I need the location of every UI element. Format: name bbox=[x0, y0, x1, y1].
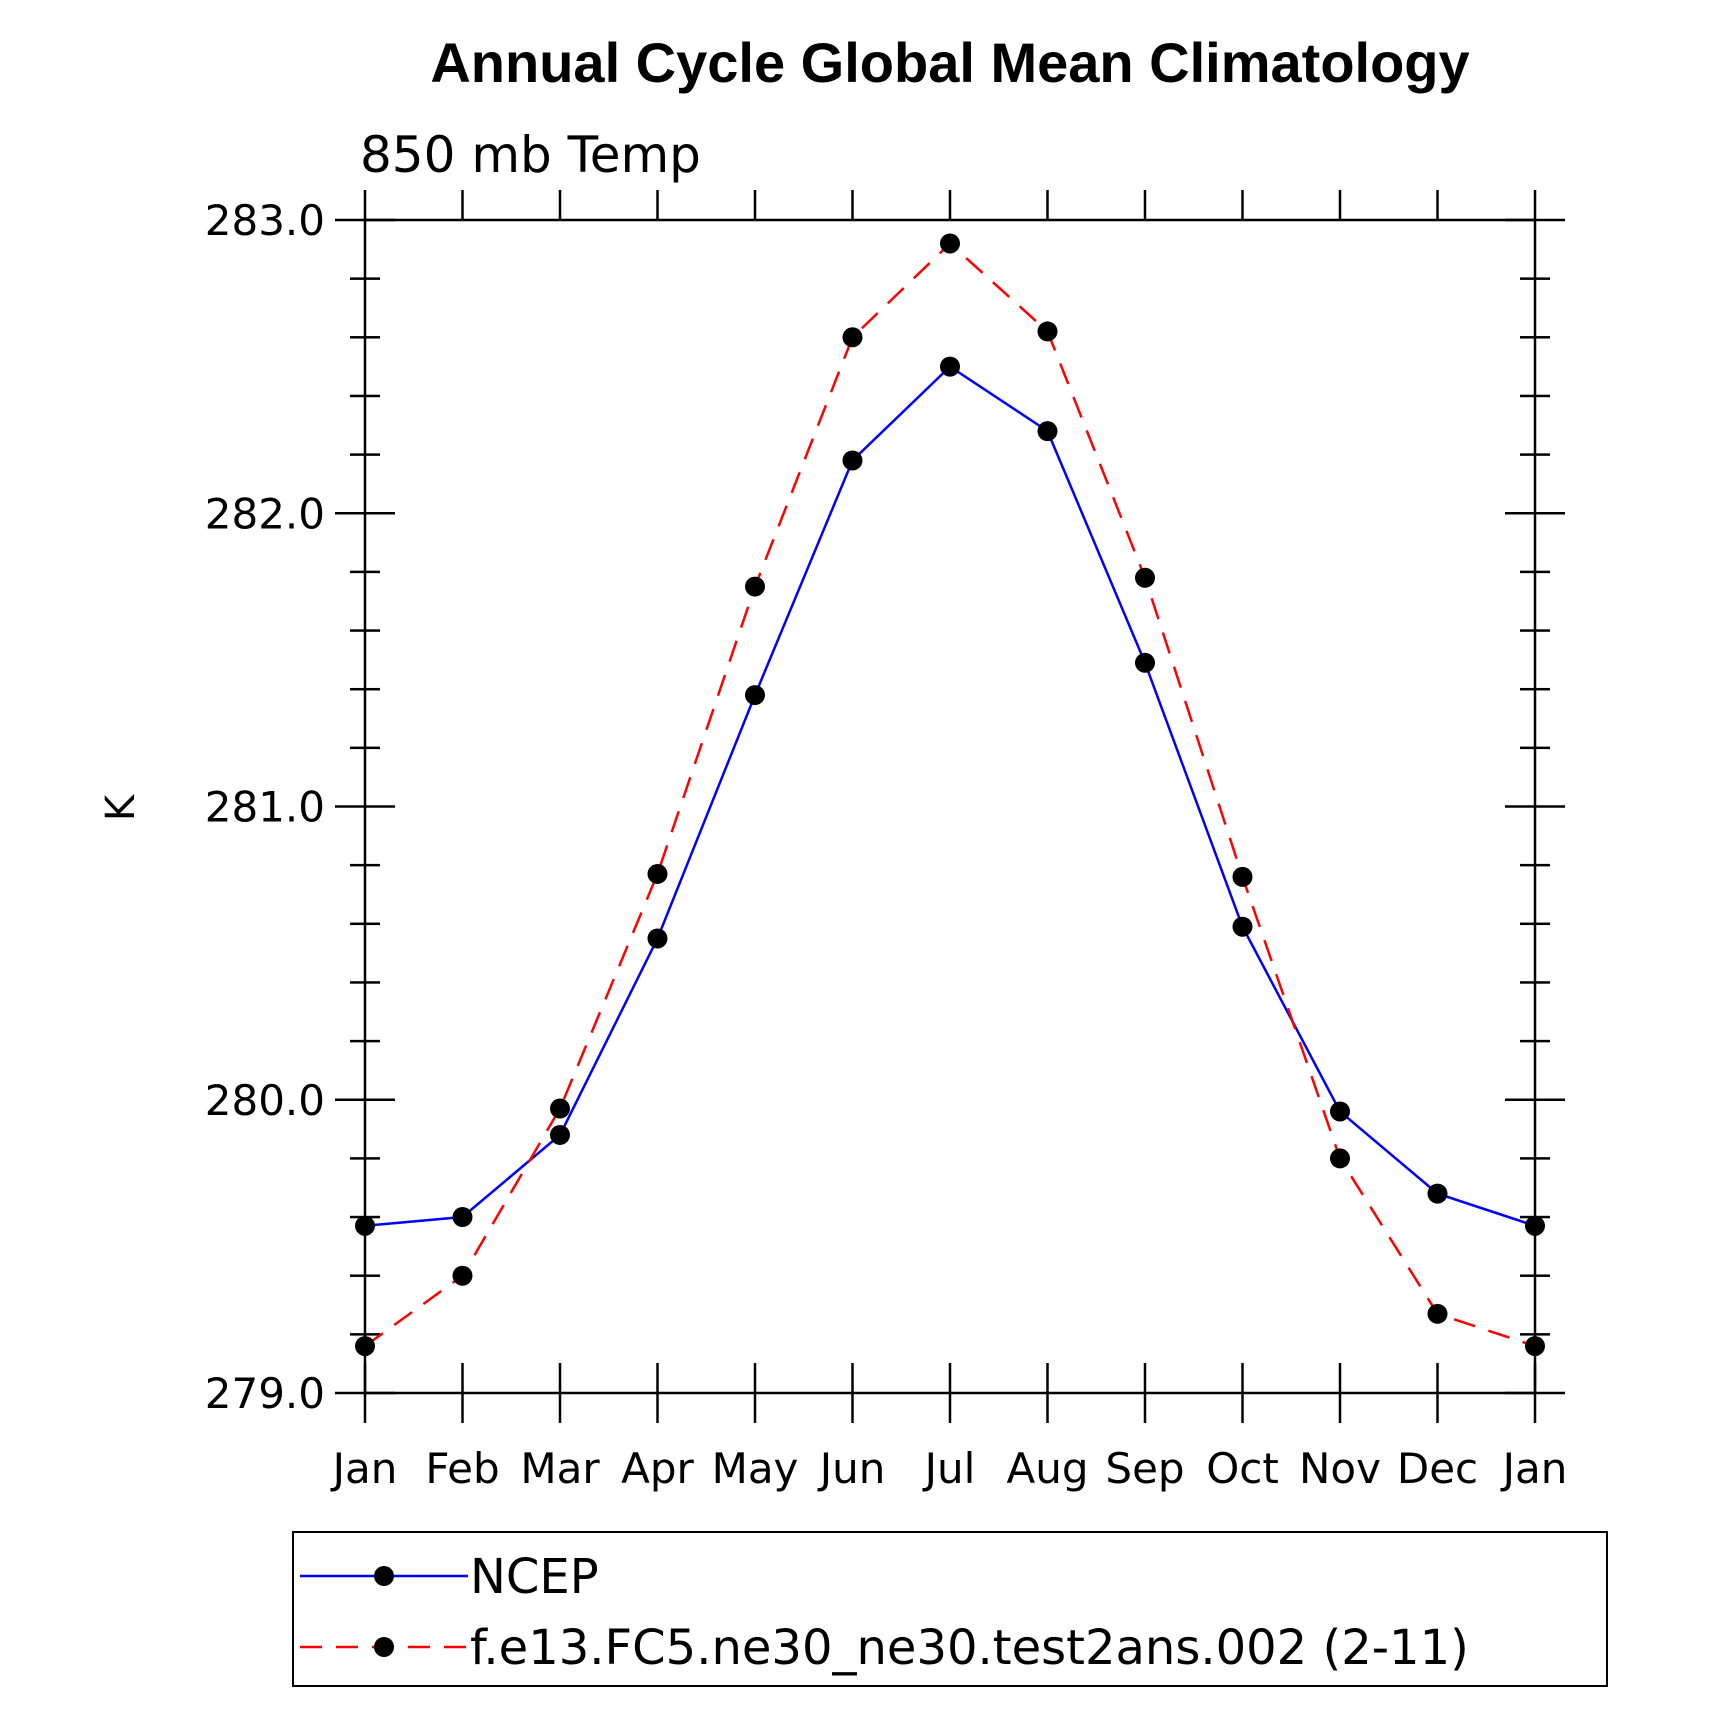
x-tick-label: Jun bbox=[817, 1444, 886, 1493]
x-tick-label: Apr bbox=[621, 1444, 694, 1493]
data-point bbox=[647, 928, 668, 949]
y-tick-label: 281.0 bbox=[205, 783, 325, 832]
legend-marker-1 bbox=[374, 1637, 394, 1657]
series-line-1 bbox=[364, 241, 1536, 1348]
x-tick-labels: Jan Feb Mar Apr May Jun Jul Aug Sep Oct Nov Dec Jan bbox=[330, 1444, 1568, 1493]
data-point bbox=[355, 1215, 375, 1236]
data-point bbox=[1037, 421, 1058, 442]
x-tick-label: Nov bbox=[1299, 1444, 1381, 1493]
chart-title: Annual Cycle Global Mean Climatology bbox=[430, 31, 1469, 94]
x-tick-label: Sep bbox=[1105, 1444, 1184, 1493]
x-tick-label: Dec bbox=[1397, 1444, 1478, 1493]
data-point bbox=[1037, 321, 1058, 342]
data-point bbox=[842, 327, 863, 348]
legend-box bbox=[292, 1531, 1608, 1687]
y-tick-label: 280.0 bbox=[205, 1076, 325, 1125]
data-point bbox=[1232, 916, 1253, 937]
data-point bbox=[940, 233, 960, 254]
x-tick-label: Jul bbox=[922, 1444, 976, 1493]
y-tick-label: 283.0 bbox=[205, 196, 325, 245]
y-tick-label: 282.0 bbox=[205, 489, 325, 538]
axis-ticks bbox=[335, 190, 1565, 1423]
data-point bbox=[1427, 1303, 1448, 1324]
legend-marker-0 bbox=[374, 1566, 394, 1586]
data-point bbox=[1427, 1183, 1448, 1204]
data-point bbox=[1525, 1336, 1545, 1357]
x-tick-label: May bbox=[712, 1444, 799, 1493]
data-point bbox=[355, 1336, 375, 1357]
data-point bbox=[1135, 567, 1155, 588]
legend-label-0: NCEP bbox=[470, 1549, 599, 1605]
data-point bbox=[842, 450, 863, 471]
data-point bbox=[452, 1207, 473, 1228]
y-tick-label: 279.0 bbox=[205, 1369, 325, 1418]
legend: NCEP f.e13.FC5.ne30_ne30.test2ans.002 (2-… bbox=[292, 1531, 1608, 1687]
data-point bbox=[1330, 1101, 1350, 1122]
data-point bbox=[1232, 866, 1253, 887]
series-line-0 bbox=[364, 365, 1536, 1228]
x-tick-label: Jan bbox=[330, 1444, 398, 1493]
x-tick-label: Jan bbox=[1500, 1444, 1568, 1493]
data-point bbox=[550, 1124, 570, 1145]
data-point bbox=[452, 1265, 473, 1286]
plot-border bbox=[363, 218, 1537, 1395]
y-tick-labels: 279.0 280.0 281.0 282.0 283.0 bbox=[205, 196, 325, 1418]
data-point bbox=[745, 576, 765, 597]
data-point bbox=[1135, 652, 1155, 673]
plot-frame bbox=[363, 218, 1537, 1395]
x-tick-label: Oct bbox=[1206, 1444, 1279, 1493]
x-tick-label: Mar bbox=[520, 1444, 600, 1493]
chart-subtitle: 850 mb Temp bbox=[360, 126, 701, 184]
data-point bbox=[745, 685, 765, 706]
legend-label-1: f.e13.FC5.ne30_ne30.test2ans.002 (2-11) bbox=[470, 1620, 1469, 1676]
data-point bbox=[1330, 1148, 1350, 1169]
data-point bbox=[647, 863, 668, 884]
y-axis-label: K bbox=[98, 793, 144, 821]
data-point bbox=[550, 1098, 570, 1119]
data-point bbox=[1525, 1215, 1545, 1236]
x-tick-label: Feb bbox=[425, 1444, 499, 1493]
data-point bbox=[940, 356, 960, 377]
x-tick-label: Aug bbox=[1006, 1444, 1088, 1493]
series-layer bbox=[355, 233, 1545, 1357]
